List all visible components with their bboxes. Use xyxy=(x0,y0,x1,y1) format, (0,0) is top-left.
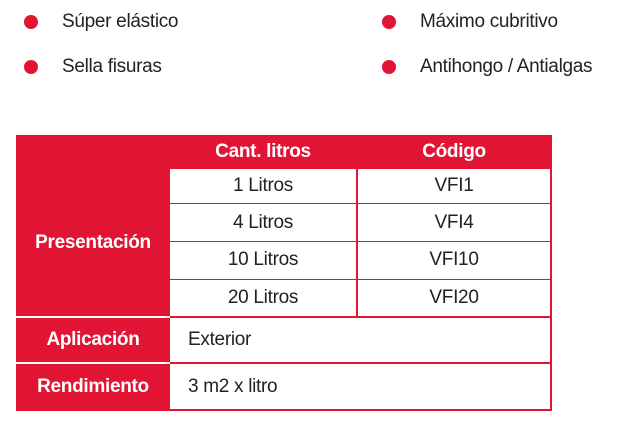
cantidad-cell: 20 Litros xyxy=(168,278,358,318)
table-row: 20 Litros VFI20 xyxy=(17,278,552,318)
table-row: Presentación 1 Litros VFI1 xyxy=(16,167,552,318)
cantidad-cell: 10 Litros xyxy=(168,241,358,280)
rendimiento-label: Rendimiento xyxy=(16,362,170,411)
table-header-row: Cant. litros Código xyxy=(16,134,552,170)
codigo-cell: VFI1 xyxy=(356,167,552,205)
cantidad-cell: 1 Litros xyxy=(168,167,358,205)
header-empty-cell xyxy=(16,134,170,170)
feature-item: Antihongo / Antialgas xyxy=(382,54,593,80)
header-cant-litros: Cant. litros xyxy=(168,134,358,170)
table-row: 10 Litros VFI10 xyxy=(17,241,552,280)
red-dot-icon xyxy=(24,15,38,29)
codigo-cell: VFI10 xyxy=(356,241,552,280)
cantidad-cell: 4 Litros xyxy=(168,203,358,243)
feature-label: Súper elástico xyxy=(62,11,179,32)
feature-list: Súper elástico Sella fisuras Máximo cubr… xyxy=(0,0,620,100)
red-dot-icon xyxy=(382,15,396,29)
table-row: Rendimiento 3 m2 x litro xyxy=(16,362,552,411)
feature-item: Sella fisuras xyxy=(24,54,162,80)
red-dot-icon xyxy=(382,60,396,74)
header-codigo: Código xyxy=(356,134,552,170)
aplicacion-label: Aplicación xyxy=(16,315,170,365)
red-dot-icon xyxy=(24,60,38,74)
aplicacion-value: Exterior xyxy=(168,315,552,365)
table-row: Aplicación Exterior xyxy=(16,315,552,365)
codigo-cell: VFI20 xyxy=(356,278,552,318)
feature-label: Antihongo / Antialgas xyxy=(420,56,593,77)
feature-label: Sella fisuras xyxy=(62,56,162,77)
feature-item: Súper elástico xyxy=(24,9,179,35)
codigo-cell: VFI4 xyxy=(356,203,552,243)
table-row: 4 Litros VFI4 xyxy=(17,203,552,243)
spec-table: Cant. litros Código Presentación 1 Litro… xyxy=(16,134,552,411)
presentacion-label: Presentación xyxy=(16,167,170,318)
feature-item: Máximo cubritivo xyxy=(382,9,558,35)
rendimiento-value: 3 m2 x litro xyxy=(168,362,552,411)
feature-label: Máximo cubritivo xyxy=(420,11,558,32)
